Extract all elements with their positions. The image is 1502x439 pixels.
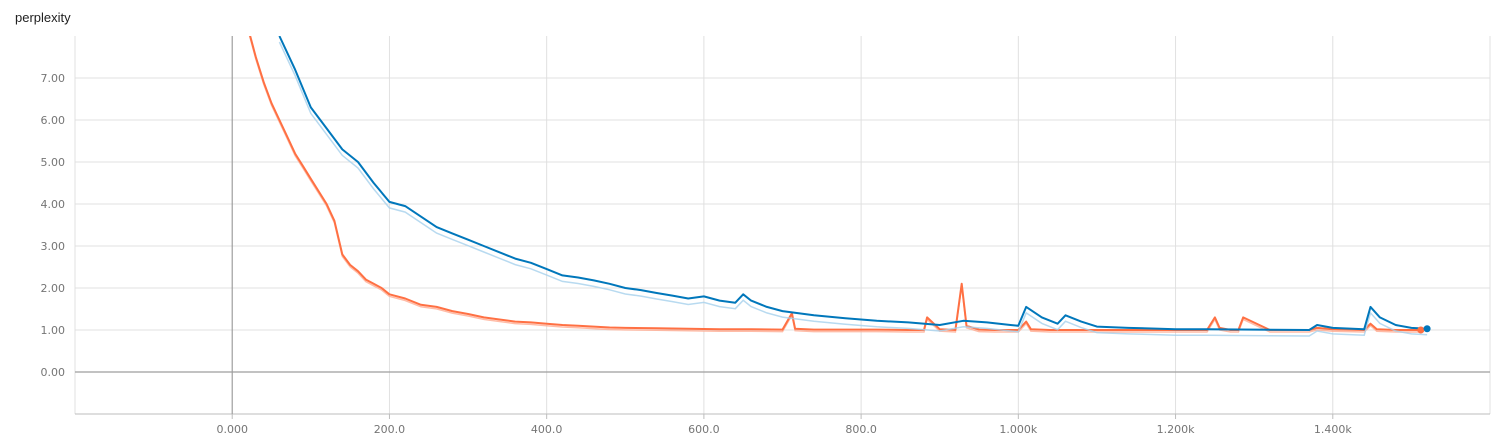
x-tick-label: 0.000 — [216, 423, 248, 436]
y-tick-label: 2.00 — [41, 282, 66, 295]
y-tick-label: 4.00 — [41, 198, 66, 211]
chart-series — [248, 36, 1428, 337]
chart-title: perplexity — [15, 10, 71, 25]
y-tick-label: 3.00 — [41, 240, 66, 253]
series-last-point — [1417, 326, 1425, 334]
x-tick-label: 600.0 — [688, 423, 720, 436]
x-tick-label: 800.0 — [845, 423, 877, 436]
y-tick-label: 7.00 — [41, 72, 66, 85]
chart-last-points — [1417, 325, 1431, 334]
series-last-point — [1423, 325, 1431, 333]
series-raw-line — [278, 41, 1428, 337]
y-tick-label: 6.00 — [41, 114, 66, 127]
x-tick-label: 1.000k — [999, 423, 1037, 436]
chart-axes — [75, 36, 1490, 419]
y-tick-label: 1.00 — [41, 324, 66, 337]
x-tick-label: 1.200k — [1157, 423, 1195, 436]
x-tick-label: 200.0 — [374, 423, 406, 436]
chart-tick-labels: 0.00 1.00 2.00 3.00 4.00 5.00 6.00 7.00 0.000 200… — [41, 72, 1353, 436]
x-tick-label: 1.400k — [1314, 423, 1352, 436]
series-smoothed-line — [249, 36, 1421, 331]
y-tick-label: 5.00 — [41, 156, 66, 169]
y-tick-label: 0.00 — [41, 366, 66, 379]
series-smoothed-line — [278, 36, 1428, 331]
series-raw-line — [248, 36, 1421, 333]
x-tick-label: 400.0 — [531, 423, 563, 436]
chart-grid — [74, 36, 1491, 414]
